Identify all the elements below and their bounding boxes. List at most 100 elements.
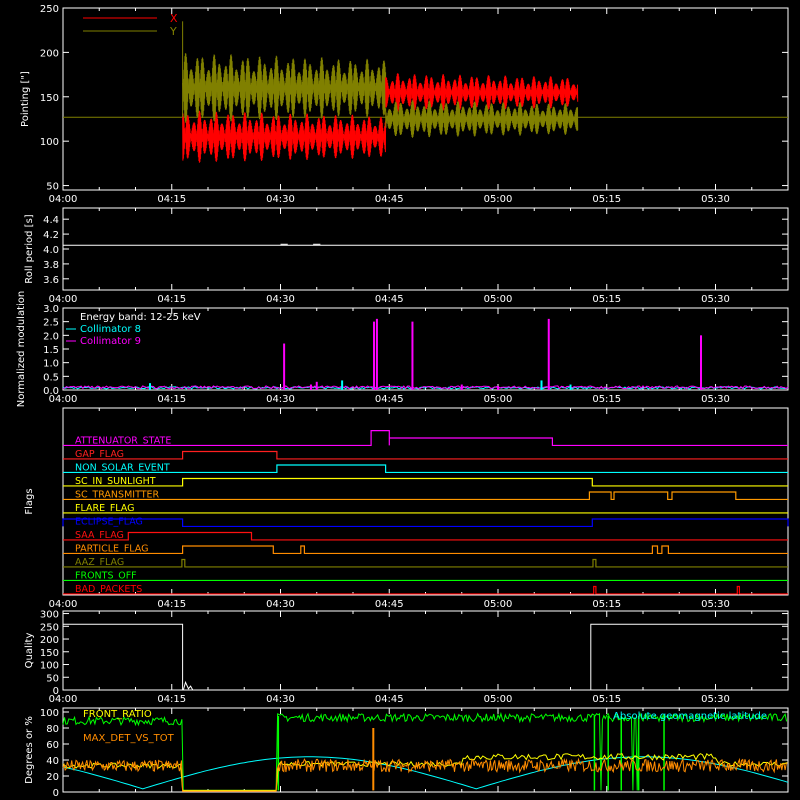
x-tick-label: 04:30 xyxy=(266,694,295,705)
flag-trace xyxy=(63,545,788,555)
x-tick-label: 04:45 xyxy=(375,599,404,610)
x-tick-label: 05:00 xyxy=(484,599,513,610)
legend-label-y: Y xyxy=(169,25,177,38)
y-tick-label: 300 xyxy=(40,610,59,621)
x-tick-label: 05:00 xyxy=(484,394,513,405)
x-tick-label: 05:00 xyxy=(484,194,513,205)
x-tick-label: 04:30 xyxy=(266,294,295,305)
x-tick-label: 04:45 xyxy=(375,694,404,705)
x-tick-label: 05:30 xyxy=(701,694,730,705)
legend-label: Energy band: 12-25 keV xyxy=(80,312,201,323)
x-tick-label: 04:30 xyxy=(266,599,295,610)
x-tick-label: 05:30 xyxy=(701,194,730,205)
flag-label: SAA_FLAG xyxy=(75,530,124,541)
pointing-x-segment xyxy=(182,110,387,163)
x-tick-label: 04:45 xyxy=(375,394,404,405)
y-tick-label: 100 xyxy=(40,708,59,719)
front-ratio-green-line xyxy=(62,711,788,791)
flag-trace xyxy=(63,430,788,447)
y-tick-label: 150 xyxy=(40,648,59,659)
x-tick-label: 04:15 xyxy=(157,294,186,305)
flag-label: ECLIPSE_FLAG xyxy=(75,516,143,527)
y-tick-label: 60 xyxy=(46,740,59,751)
y-tick-label: 1.5 xyxy=(43,345,59,356)
flag-label: NON_SOLAR_EVENT xyxy=(75,462,170,473)
x-tick-label: 04:45 xyxy=(375,194,404,205)
x-tick-label: 04:00 xyxy=(49,294,78,305)
y-tick-label: 80 xyxy=(46,724,59,735)
y-tick-label: 250 xyxy=(40,4,59,15)
quality-blip xyxy=(182,680,194,691)
x-tick-label: 04:45 xyxy=(375,294,404,305)
y-tick-label: 3.8 xyxy=(43,260,59,271)
x-tick-label: 05:15 xyxy=(592,394,621,405)
collimator-9-line xyxy=(62,385,789,390)
x-tick-label: 05:00 xyxy=(484,694,513,705)
y-tick-label: 20 xyxy=(46,772,59,783)
flag-trace xyxy=(62,518,789,528)
y-tick-label: 4.2 xyxy=(43,230,59,241)
y-tick-label: 2.5 xyxy=(43,318,59,329)
y-tick-label: 150 xyxy=(40,93,59,104)
flag-trace xyxy=(63,464,788,474)
y-tick-label: 100 xyxy=(40,661,59,672)
front-ratio-line xyxy=(62,752,788,791)
y-tick-label: 3.0 xyxy=(43,304,59,315)
panel-4-frame xyxy=(62,610,789,691)
y-tick-label: 4.4 xyxy=(43,215,59,226)
pointing-y-segment xyxy=(385,100,579,138)
x-tick-label: 04:30 xyxy=(266,394,295,405)
flag-label: ATTENUATOR_STATE xyxy=(75,435,171,446)
x-tick-label: 05:30 xyxy=(701,394,730,405)
y-axis-title: Normalized modulation xyxy=(16,291,27,408)
flag-trace xyxy=(63,477,788,487)
y-tick-label: 0.0 xyxy=(43,386,59,397)
x-tick-label: 04:15 xyxy=(157,194,186,205)
flag-trace xyxy=(63,558,788,568)
flag-label: AAZ_FLAG xyxy=(75,557,124,568)
y-tick-label: 40 xyxy=(46,756,59,767)
pointing-y-segment xyxy=(182,53,387,123)
y-tick-label: 0 xyxy=(53,686,59,697)
flag-label: GAP_FLAG xyxy=(75,449,124,460)
y-tick-label: 200 xyxy=(40,635,59,646)
geomagnetic-latitude-line xyxy=(62,756,789,790)
legend-label: Collimator 8 xyxy=(80,324,141,335)
y-tick-label: 1.0 xyxy=(43,359,59,370)
x-tick-label: 04:00 xyxy=(49,194,78,205)
flag-label: FLARE_FLAG xyxy=(75,503,135,514)
x-tick-label: 05:15 xyxy=(592,599,621,610)
x-tick-label: 05:30 xyxy=(701,599,730,610)
y-axis-title: Roll period [s] xyxy=(24,214,35,283)
flag-label: FRONTS_OFF xyxy=(75,570,137,581)
legend-label: Collimator 9 xyxy=(80,336,141,347)
x-tick-label: 04:15 xyxy=(157,394,186,405)
flag-label: SC_TRANSMITTER xyxy=(75,489,160,500)
y-axis-title: Flags xyxy=(24,488,35,514)
y-tick-label: 250 xyxy=(40,622,59,633)
y-axis-title-text: Normalized modulation xyxy=(16,291,27,408)
y-tick-label: 2.0 xyxy=(43,331,59,342)
x-tick-label: 05:30 xyxy=(701,294,730,305)
flag-trace xyxy=(63,491,788,501)
x-tick-label: 05:15 xyxy=(592,194,621,205)
x-tick-label: 04:00 xyxy=(49,694,78,705)
flag-trace xyxy=(63,450,788,460)
y-tick-label: 4.0 xyxy=(43,245,59,256)
flag-label: PARTICLE_FLAG xyxy=(75,543,148,554)
max-det-vs-tot-line xyxy=(62,757,788,792)
x-tick-label: 05:15 xyxy=(592,294,621,305)
x-tick-label: 04:15 xyxy=(157,599,186,610)
quality-line xyxy=(63,623,788,691)
y-tick-label: 200 xyxy=(40,48,59,59)
x-tick-label: 05:15 xyxy=(592,694,621,705)
y-tick-label: 50 xyxy=(46,182,59,193)
legend-label: MAX_DET_VS_TOT xyxy=(83,733,175,744)
flag-trace xyxy=(63,585,788,595)
y-axis-title: Pointing ["] xyxy=(20,71,31,127)
x-tick-label: 04:15 xyxy=(157,694,186,705)
panel-1-frame xyxy=(62,207,789,291)
x-tick-label: 04:00 xyxy=(49,599,78,610)
